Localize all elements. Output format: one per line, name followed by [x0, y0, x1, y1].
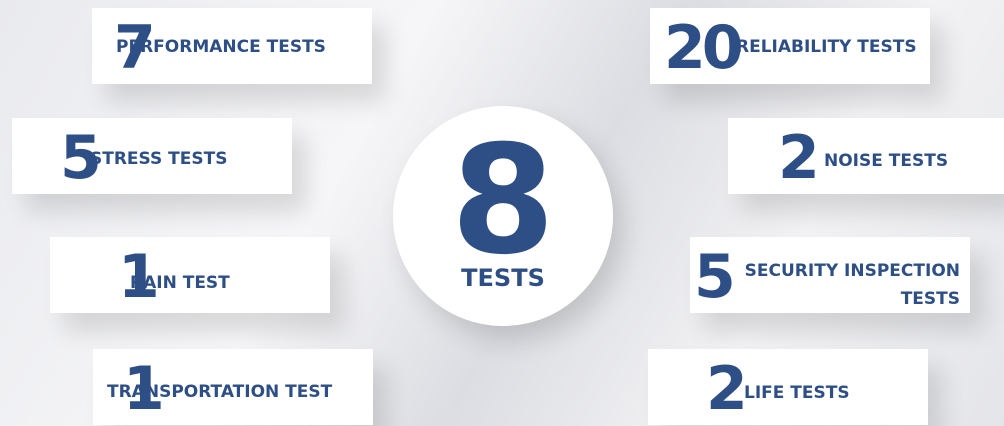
test-card: 2 LIFE TESTS [648, 349, 928, 425]
test-label: LIFE TESTS [744, 383, 850, 403]
test-count: 5 [694, 242, 736, 312]
test-label: SECURITY INSPECTION TESTS [744, 261, 960, 309]
test-label: PERFORMANCE TESTS [116, 37, 326, 57]
test-count: 2 [706, 354, 748, 424]
test-card: 5 SECURITY INSPECTION TESTS [690, 237, 970, 313]
test-label: NOISE TESTS [824, 151, 949, 171]
center-label: TESTS [461, 264, 545, 292]
test-card: 5 STRESS TESTS [12, 118, 292, 194]
test-label: RELIABILITY TESTS [736, 37, 917, 57]
test-label: STRESS TESTS [90, 149, 228, 169]
test-card: 20 RELIABILITY TESTS [650, 8, 930, 84]
test-count: 5 [60, 123, 102, 193]
test-count: 20 [664, 13, 743, 83]
test-card: 7 PERFORMANCE TESTS [92, 8, 372, 84]
test-count: 2 [778, 123, 820, 193]
test-count: 7 [114, 13, 156, 83]
test-card: 2 NOISE TESTS [728, 118, 1004, 194]
test-card: 1 TRANSPORTATION TEST [93, 349, 373, 425]
test-label: TRANSPORTATION TEST [107, 382, 333, 402]
center-number: 8 [450, 114, 556, 288]
test-count: 1 [118, 242, 160, 312]
test-count: 1 [123, 354, 165, 424]
center-circle: 8 TESTS [393, 106, 613, 326]
test-card: 1 RAIN TEST [50, 237, 330, 313]
test-label: RAIN TEST [130, 273, 230, 293]
